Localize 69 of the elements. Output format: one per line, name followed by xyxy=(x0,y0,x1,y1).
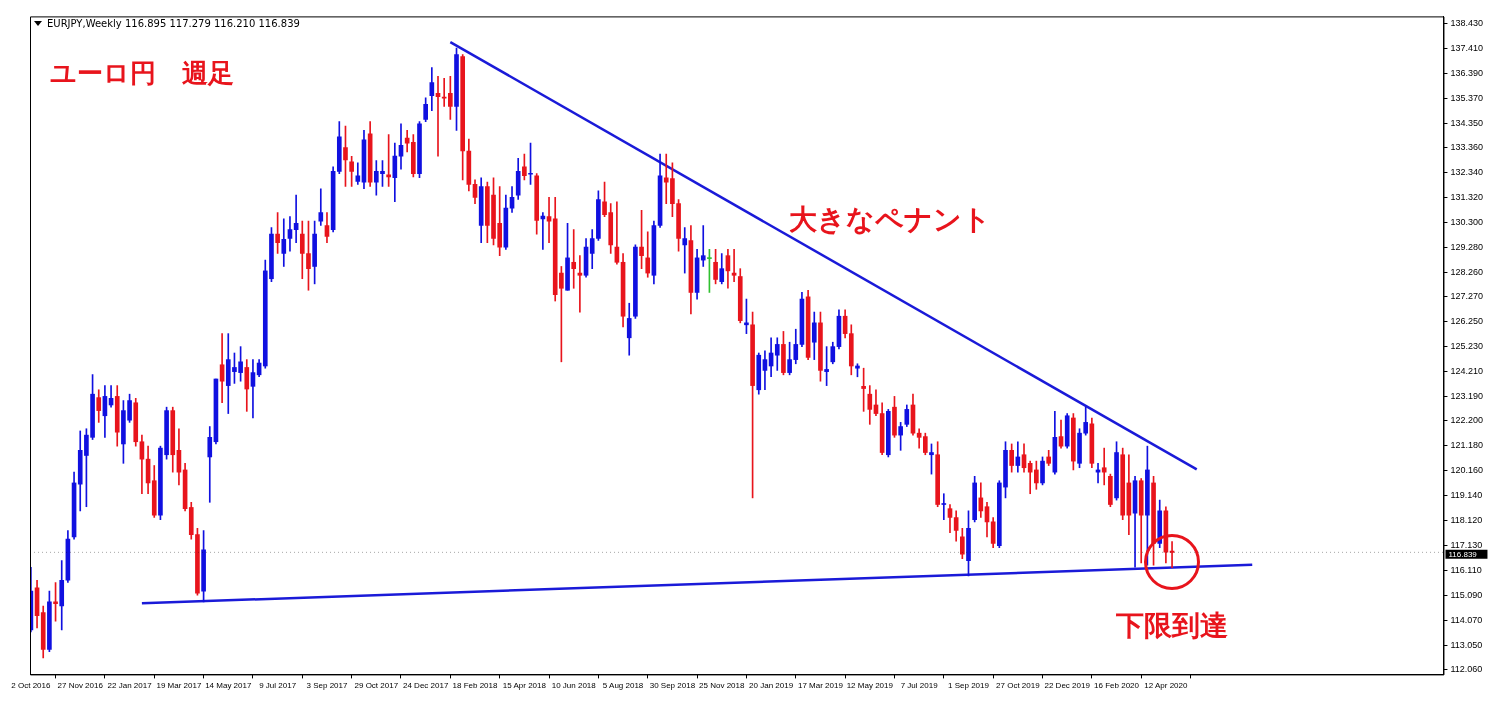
x-tick-label: 20 Jan 2019 xyxy=(749,681,794,691)
y-tick-label: 116.110 xyxy=(1450,564,1482,575)
x-tick-label: 27 Oct 2019 xyxy=(996,681,1041,691)
y-tick-label: 119.140 xyxy=(1450,490,1483,501)
chart-subtitle: EURJPY,Weekly 116.895 117.279 116.210 116.839 xyxy=(47,18,300,30)
x-tick-label: 10 Jun 2018 xyxy=(551,681,597,691)
y-tick-label: 132.340 xyxy=(1450,166,1484,177)
y-tick-label: 120.160 xyxy=(1450,465,1484,476)
y-tick-label: 131.320 xyxy=(1450,191,1484,202)
y-tick-label: 112.060 xyxy=(1450,663,1483,674)
y-tick-label: 115.090 xyxy=(1450,589,1483,600)
x-tick-label: 22 Jan 2017 xyxy=(107,681,153,691)
y-tick-label: 118.120 xyxy=(1450,515,1483,526)
y-tick-label: 126.250 xyxy=(1450,316,1484,327)
text: ユーロ円 週足 xyxy=(50,57,234,91)
y-tick-label: 134.350 xyxy=(1450,117,1484,128)
annotation: 大きなペナント xyxy=(789,201,992,238)
x-tick-label: 16 Feb 2020 xyxy=(1094,681,1140,691)
x-tick-label: 5 Aug 2018 xyxy=(602,681,644,691)
x-tick-label: 2 Oct 2016 xyxy=(11,681,51,691)
x-tick-label: 1 Sep 2019 xyxy=(948,681,990,691)
y-tick-label: 127.270 xyxy=(1450,291,1484,302)
y-tick-label: 121.180 xyxy=(1450,440,1484,451)
y-tick-label: 128.260 xyxy=(1450,266,1484,277)
candlestick xyxy=(700,225,706,267)
x-tick-label: 12 May 2019 xyxy=(846,681,894,691)
candlestick xyxy=(577,255,583,313)
x-tick-label: 22 Dec 2019 xyxy=(1044,681,1091,691)
x-tick-label: 7 Jul 2019 xyxy=(900,681,939,691)
candlestick xyxy=(287,216,293,252)
y-tick-label: 124.210 xyxy=(1450,366,1484,377)
y-tick-label: 130.300 xyxy=(1450,216,1484,227)
x-tick-label: 14 May 2017 xyxy=(205,681,252,691)
x-tick-label: 12 Apr 2020 xyxy=(1144,681,1189,691)
x-tick-label: 18 Feb 2018 xyxy=(452,681,499,691)
x-tick-label: 24 Dec 2017 xyxy=(402,681,449,691)
y-tick-label: 129.280 xyxy=(1450,241,1484,252)
ref-line-label: 116.839 xyxy=(1448,549,1478,559)
y-tick-label: 133.360 xyxy=(1450,141,1484,152)
candlestick xyxy=(1101,447,1107,486)
y-tick-label: 138.430 xyxy=(1450,17,1484,28)
x-tick-label: 25 Nov 2018 xyxy=(699,681,745,691)
y-tick-label: 123.190 xyxy=(1450,391,1484,402)
x-tick-label: 3 Sep 2017 xyxy=(306,681,348,691)
candlestick xyxy=(207,426,213,503)
candlestick xyxy=(941,493,947,521)
y-tick-label: 136.390 xyxy=(1450,67,1484,78)
x-tick-label: 17 Mar 2019 xyxy=(797,681,844,691)
x-tick-label: 27 Nov 2016 xyxy=(57,681,104,691)
y-tick-label: 135.370 xyxy=(1450,92,1484,103)
y-tick-label: 114.070 xyxy=(1450,614,1483,625)
annotation: 下限到達 xyxy=(1115,607,1230,644)
y-tick-label: 137.410 xyxy=(1450,42,1484,53)
y-tick-label: 113.050 xyxy=(1450,639,1483,650)
candlestick xyxy=(731,248,737,282)
y-tick-label: 117.130 xyxy=(1450,539,1483,550)
candlestick xyxy=(916,428,922,449)
x-tick-label: 19 Mar 2017 xyxy=(156,681,202,691)
candlestick xyxy=(318,188,324,226)
candlestick xyxy=(682,227,688,274)
x-tick-label: 29 Oct 2017 xyxy=(354,681,399,691)
candlestick xyxy=(250,359,256,419)
y-tick-label: 122.200 xyxy=(1450,415,1484,426)
x-tick-label: 15 Apr 2018 xyxy=(502,681,547,691)
candlestick xyxy=(571,229,577,289)
candlestick xyxy=(219,333,225,404)
x-tick-label: 9 Jul 2017 xyxy=(259,681,297,691)
y-tick-label: 125.230 xyxy=(1450,341,1484,352)
x-tick-label: 30 Sep 2018 xyxy=(649,681,696,691)
